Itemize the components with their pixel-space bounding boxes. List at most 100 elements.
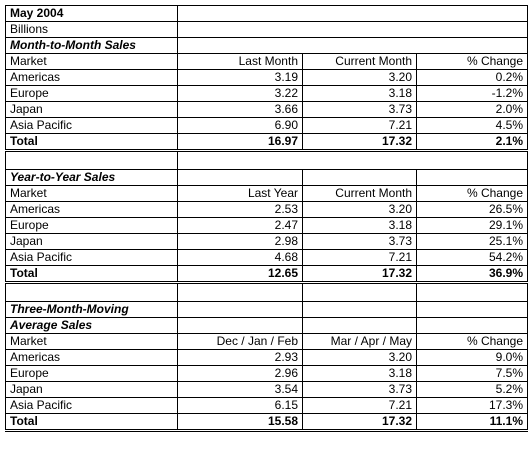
change-cell[interactable]: 7.5% (416, 365, 528, 382)
empty-cell[interactable] (177, 150, 528, 170)
report-title[interactable]: May 2004 (5, 5, 178, 22)
change-cell[interactable]: 0.2% (416, 69, 528, 86)
empty-cell[interactable] (177, 37, 528, 54)
empty-cell[interactable] (302, 169, 417, 186)
column-header[interactable]: Market (5, 53, 178, 70)
market-cell[interactable]: Europe (5, 217, 178, 234)
market-cell[interactable]: Americas (5, 201, 178, 218)
empty-cell[interactable] (177, 5, 528, 22)
value-cell[interactable]: 2.53 (177, 201, 303, 218)
value-cell[interactable]: 3.20 (302, 69, 417, 86)
change-cell[interactable]: 17.3% (416, 397, 528, 414)
total-change[interactable]: 2.1% (416, 133, 528, 152)
change-cell[interactable]: 29.1% (416, 217, 528, 234)
change-cell[interactable]: 5.2% (416, 381, 528, 398)
empty-cell[interactable] (177, 21, 528, 38)
market-cell[interactable]: Japan (5, 233, 178, 250)
change-cell[interactable]: 4.5% (416, 117, 528, 134)
market-cell[interactable]: Japan (5, 101, 178, 118)
table-row: Asia Pacific 4.68 7.21 54.2% (5, 249, 528, 266)
column-header[interactable]: Market (5, 333, 178, 350)
empty-cell[interactable] (416, 282, 528, 302)
value-cell[interactable]: 3.20 (302, 349, 417, 366)
value-cell[interactable]: 3.73 (302, 101, 417, 118)
value-cell[interactable]: 6.90 (177, 117, 303, 134)
change-cell[interactable]: 54.2% (416, 249, 528, 266)
section-heading-month-to-month[interactable]: Month-to-Month Sales (5, 37, 178, 54)
table-header-row: Market Dec / Jan / Feb Mar / Apr / May %… (5, 333, 528, 350)
column-header[interactable]: % Change (416, 53, 528, 70)
empty-cell[interactable] (177, 169, 303, 186)
value-cell[interactable]: 7.21 (302, 117, 417, 134)
total-label[interactable]: Total (5, 265, 178, 284)
value-cell[interactable]: 3.19 (177, 69, 303, 86)
column-header[interactable]: Last Year (177, 185, 303, 202)
value-cell[interactable]: 3.18 (302, 85, 417, 102)
column-header[interactable]: Mar / Apr / May (302, 333, 417, 350)
empty-cell[interactable] (302, 301, 417, 318)
total-change[interactable]: 36.9% (416, 265, 528, 284)
market-cell[interactable]: Americas (5, 69, 178, 86)
value-cell[interactable]: 3.73 (302, 233, 417, 250)
total-value[interactable]: 15.58 (177, 413, 303, 432)
change-cell[interactable]: 2.0% (416, 101, 528, 118)
value-cell[interactable]: 4.68 (177, 249, 303, 266)
total-value[interactable]: 16.97 (177, 133, 303, 152)
value-cell[interactable]: 2.47 (177, 217, 303, 234)
column-header[interactable]: % Change (416, 185, 528, 202)
market-cell[interactable]: Asia Pacific (5, 397, 178, 414)
column-header[interactable]: Market (5, 185, 178, 202)
value-cell[interactable]: 2.93 (177, 349, 303, 366)
value-cell[interactable]: 3.22 (177, 85, 303, 102)
total-value[interactable]: 17.32 (302, 133, 417, 152)
empty-cell[interactable] (302, 317, 417, 334)
total-label[interactable]: Total (5, 133, 178, 152)
empty-cell[interactable] (177, 301, 303, 318)
value-cell[interactable]: 3.66 (177, 101, 303, 118)
value-cell[interactable]: 7.21 (302, 397, 417, 414)
value-cell[interactable]: 3.20 (302, 201, 417, 218)
column-header[interactable]: Dec / Jan / Feb (177, 333, 303, 350)
change-cell[interactable]: -1.2% (416, 85, 528, 102)
value-cell[interactable]: 2.96 (177, 365, 303, 382)
value-cell[interactable]: 3.54 (177, 381, 303, 398)
market-cell[interactable]: Europe (5, 365, 178, 382)
market-cell[interactable]: Asia Pacific (5, 117, 178, 134)
table-row: Americas 3.19 3.20 0.2% (5, 69, 528, 86)
column-header[interactable]: Current Month (302, 53, 417, 70)
change-cell[interactable]: 25.1% (416, 233, 528, 250)
change-cell[interactable]: 26.5% (416, 201, 528, 218)
change-cell[interactable]: 9.0% (416, 349, 528, 366)
empty-cell[interactable] (177, 282, 303, 302)
section-heading-three-month-line1[interactable]: Three-Month-Moving (5, 301, 178, 318)
total-row: Total 12.65 17.32 36.9% (5, 265, 528, 284)
value-cell[interactable]: 7.21 (302, 249, 417, 266)
empty-cell[interactable] (302, 282, 417, 302)
total-value[interactable]: 17.32 (302, 265, 417, 284)
market-cell[interactable]: Japan (5, 381, 178, 398)
value-cell[interactable]: 3.18 (302, 217, 417, 234)
section-heading-year-to-year[interactable]: Year-to-Year Sales (5, 169, 178, 186)
total-change[interactable]: 11.1% (416, 413, 528, 432)
market-cell[interactable]: Americas (5, 349, 178, 366)
total-label[interactable]: Total (5, 413, 178, 432)
column-header[interactable]: % Change (416, 333, 528, 350)
column-header[interactable]: Last Month (177, 53, 303, 70)
empty-cell[interactable] (177, 317, 303, 334)
column-header[interactable]: Current Month (302, 185, 417, 202)
value-cell[interactable]: 3.18 (302, 365, 417, 382)
empty-cell[interactable] (5, 150, 178, 170)
total-value[interactable]: 17.32 (302, 413, 417, 432)
value-cell[interactable]: 3.73 (302, 381, 417, 398)
empty-cell[interactable] (416, 169, 528, 186)
section-heading-three-month-line2[interactable]: Average Sales (5, 317, 178, 334)
market-cell[interactable]: Europe (5, 85, 178, 102)
empty-cell[interactable] (416, 301, 528, 318)
units-label[interactable]: Billions (5, 21, 178, 38)
empty-cell[interactable] (5, 282, 178, 302)
empty-cell[interactable] (416, 317, 528, 334)
value-cell[interactable]: 6.15 (177, 397, 303, 414)
market-cell[interactable]: Asia Pacific (5, 249, 178, 266)
total-value[interactable]: 12.65 (177, 265, 303, 284)
value-cell[interactable]: 2.98 (177, 233, 303, 250)
